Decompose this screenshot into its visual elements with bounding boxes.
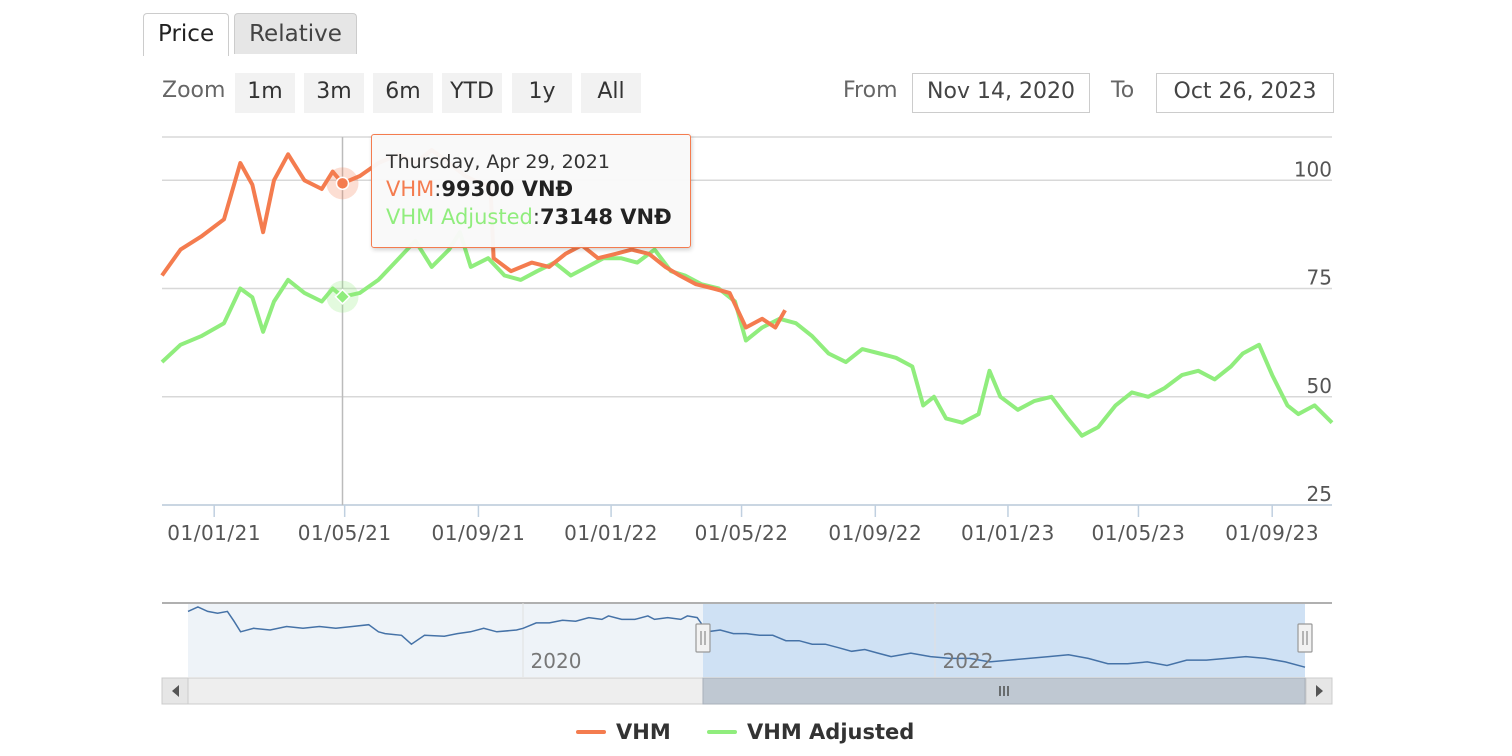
x-tick-label: 01/09/21 <box>432 521 526 545</box>
zoom-ytd-button[interactable]: YTD <box>442 73 502 113</box>
y-tick-label: 25 <box>1307 482 1332 506</box>
navigator-tick-label: 2020 <box>531 649 582 673</box>
zoom-all-button[interactable]: All <box>581 73 641 113</box>
tooltip-series1-name: VHM <box>386 177 435 201</box>
navigator-unselected-area <box>188 603 703 677</box>
hover-marker-vhm <box>335 176 350 191</box>
navigator-tick-label: 2022 <box>943 649 994 673</box>
series-line-vhm-adjusted <box>160 230 1334 438</box>
tooltip-series1-value: 99300 VNĐ <box>441 177 574 201</box>
chart-tabs: Price Relative <box>143 13 362 56</box>
x-tick-label: 01/05/23 <box>1092 521 1186 545</box>
x-tick-label: 01/09/22 <box>828 521 922 545</box>
from-label: From <box>843 78 898 103</box>
zoom-6m-button[interactable]: 6m <box>373 73 433 113</box>
x-tick-label: 01/01/22 <box>564 521 658 545</box>
tooltip-row-vhm-adjusted: VHM Adjusted:73148 VNĐ <box>386 205 672 229</box>
legend-item-vhm-adjusted[interactable]: VHM Adjusted <box>707 720 914 744</box>
tooltip-series2-value: 73148 VNĐ <box>539 205 672 229</box>
y-tick-label: 100 <box>1294 157 1332 181</box>
legend-swatch-vhm <box>576 730 606 734</box>
zoom-3m-button[interactable]: 3m <box>304 73 364 113</box>
hover-marker-vhm-adjusted <box>334 288 351 305</box>
navigator-right-handle[interactable] <box>1297 623 1313 653</box>
tooltip-date: Thursday, Apr 29, 2021 <box>386 151 610 173</box>
navigator-left-handle[interactable] <box>695 623 711 653</box>
y-axis-labels: 25 50 75 100 <box>1294 157 1332 506</box>
to-label: To <box>1111 78 1135 103</box>
zoom-1y-button[interactable]: 1y <box>512 73 572 113</box>
legend-label-vhm: VHM <box>616 720 671 744</box>
y-tick-label: 50 <box>1307 374 1332 398</box>
navigator-selected-area <box>703 603 1305 677</box>
arrow-right-icon <box>1316 685 1323 697</box>
tab-price[interactable]: Price <box>143 13 230 56</box>
tab-relative[interactable]: Relative <box>234 13 357 54</box>
tooltip-series2-name: VHM Adjusted <box>386 205 533 229</box>
x-tick-label: 01/05/21 <box>298 521 392 545</box>
from-date-input[interactable]: Nov 14, 2020 <box>912 73 1090 113</box>
x-tick-label: 01/05/22 <box>695 521 789 545</box>
navigator[interactable]: 2020 2022 <box>161 602 1333 705</box>
navigator-series-line <box>187 606 1306 668</box>
tooltip: Thursday, Apr 29, 2021 VHM:99300 VNĐ VHM… <box>371 134 691 248</box>
to-date-input[interactable]: Oct 26, 2023 <box>1156 73 1334 113</box>
tooltip-row-vhm: VHM:99300 VNĐ <box>386 177 574 201</box>
legend-swatch-vhm-adjusted <box>707 730 737 734</box>
y-tick-label: 75 <box>1307 266 1332 290</box>
x-axis: 01/01/21 01/05/21 01/09/21 01/01/22 01/05/22… <box>162 504 1332 545</box>
zoom-label: Zoom <box>162 78 226 103</box>
x-tick-label: 01/01/23 <box>961 521 1055 545</box>
legend-item-vhm[interactable]: VHM <box>576 720 671 744</box>
arrow-left-icon <box>172 685 179 697</box>
zoom-1m-button[interactable]: 1m <box>235 73 295 113</box>
legend-label-vhm-adjusted: VHM Adjusted <box>747 720 915 744</box>
x-tick-label: 01/01/21 <box>167 521 261 545</box>
x-tick-label: 01/09/23 <box>1225 521 1319 545</box>
crosshair <box>326 137 359 505</box>
